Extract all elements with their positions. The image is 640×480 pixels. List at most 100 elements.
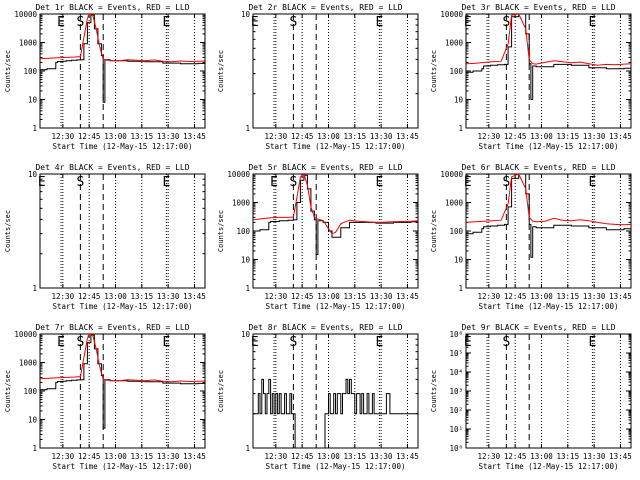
x-tick-label: 13:45 [609,292,632,301]
y-axis-label: Counts/sec [4,210,12,252]
x-tick-label: 13:45 [183,292,206,301]
x-tick-label: 13:30 [583,452,606,461]
panel-det-8: Det 8r BLACK = Events, RED = LLD 12:30 12:… [217,323,419,471]
y-tick-label: 10³ [449,387,463,396]
plot-frame [252,13,419,129]
lld-series-line [253,174,418,235]
y-tick-label: 10 [28,96,38,105]
plot-frame [39,333,206,449]
end-marker: E [375,15,383,30]
panel-det-6: Det 6r BLACK = Events, RED = LLD 12:30 12:… [430,163,632,311]
plot-frame [252,173,419,289]
y-tick-label: 10 [241,256,251,265]
start-marker: S [502,175,510,190]
lld-series-line [466,14,631,66]
x-tick-label: 13:00 [530,452,553,461]
end-marker: E [464,15,472,30]
y-axis-label: Counts/sec [217,370,225,412]
x-tick-label: 13:45 [183,452,206,461]
y-tick-label: 100 [236,227,250,236]
x-tick-label: 12:45 [78,452,101,461]
x-tick-label: 13:45 [609,132,632,141]
y-tick-label: 10⁴ [449,368,463,377]
x-axis-label: Start Time (12-May-15 12:17:00) [266,462,406,471]
x-tick-label: 13:30 [370,132,393,141]
end-marker: E [38,175,46,190]
panel-det-2: Det 2r BLACK = Events, RED = LLD 12:30 12:… [217,3,419,151]
panel-title: Det 9r BLACK = Events, RED = LLD [461,323,615,332]
x-tick-label: 13:15 [344,292,367,301]
x-tick-label: 13:00 [530,132,553,141]
lld-series-line [40,14,205,63]
x-tick-label: 13:15 [344,132,367,141]
start-marker: S [502,15,510,30]
x-tick-label: 13:45 [396,292,419,301]
panel-det-1: Det 1r BLACK = Events, RED = LLD 12:30 12:… [4,3,206,151]
y-tick-label: 10000 [440,170,463,179]
y-tick-label: 10000 [440,10,463,19]
y-tick-label: 1 [32,124,37,133]
end-marker: E [251,335,259,350]
x-tick-label: 12:45 [291,452,314,461]
y-tick-label: 100 [449,227,463,236]
x-axis-label: Start Time (12-May-15 12:17:00) [53,462,193,471]
y-tick-label: 1 [458,284,463,293]
y-tick-label: 1 [32,444,37,453]
end-marker: E [57,335,65,350]
y-tick-label: 100 [23,387,37,396]
x-tick-label: 12:45 [78,292,101,301]
x-tick-label: 13:45 [183,132,206,141]
x-tick-label: 13:30 [370,452,393,461]
x-axis-label: Start Time (12-May-15 12:17:00) [53,142,193,151]
y-tick-label: 1 [245,284,250,293]
events-series-line [253,378,418,448]
y-axis-label: Counts/sec [430,370,438,412]
x-tick-label: 13:15 [557,132,580,141]
y-tick-label: 10 [454,96,464,105]
end-marker: E [588,335,596,350]
panel-title: Det 8r BLACK = Events, RED = LLD [248,323,402,332]
x-tick-label: 13:00 [104,452,127,461]
panel-det-7: Det 7r BLACK = Events, RED = LLD 12:30 12:… [4,323,206,471]
x-tick-label: 13:45 [396,452,419,461]
panel-title: Det 1r BLACK = Events, RED = LLD [35,3,189,12]
start-marker: S [289,175,297,190]
y-tick-label: 1 [32,284,37,293]
x-tick-label: 12:45 [504,292,527,301]
x-axis-label: Start Time (12-May-15 12:17:00) [479,462,619,471]
x-tick-label: 12:30 [478,452,501,461]
start-marker: S [289,335,297,350]
plot-frame [465,173,632,289]
x-tick-label: 12:30 [265,132,288,141]
x-tick-label: 13:30 [157,132,180,141]
x-tick-label: 13:00 [530,292,553,301]
events-series-line [466,14,631,100]
y-tick-label: 10¹ [449,425,463,434]
x-tick-label: 12:30 [478,292,501,301]
start-marker: S [502,335,510,350]
y-axis-label: Counts/sec [4,50,12,92]
y-tick-label: 1000 [19,359,38,368]
y-axis-label: Counts/sec [430,50,438,92]
y-tick-label: 1 [245,124,250,133]
start-marker: S [76,175,84,190]
x-tick-label: 13:30 [157,452,180,461]
x-axis-label: Start Time (12-May-15 12:17:00) [479,302,619,311]
x-tick-label: 13:00 [104,132,127,141]
end-marker: E [251,15,259,30]
panel-title: Det 3r BLACK = Events, RED = LLD [461,3,615,12]
x-tick-label: 12:30 [52,292,75,301]
y-tick-label: 1000 [445,199,464,208]
y-tick-label: 10² [449,406,463,415]
y-tick-label: 100 [23,67,37,76]
x-tick-label: 13:15 [344,452,367,461]
y-axis-label: Counts/sec [217,50,225,92]
panel-det-9: Det 9r BLACK = Events, RED = LLD 12:30 12:… [430,323,632,471]
panel-det-4: Det 4r BLACK = Events, RED = LLD 12:30 12:… [4,163,206,311]
x-axis-label: Start Time (12-May-15 12:17:00) [266,302,406,311]
x-tick-label: 13:15 [557,292,580,301]
start-marker: S [289,15,297,30]
x-tick-label: 12:45 [291,292,314,301]
plot-frame [252,333,419,449]
y-axis-label: Counts/sec [4,370,12,412]
